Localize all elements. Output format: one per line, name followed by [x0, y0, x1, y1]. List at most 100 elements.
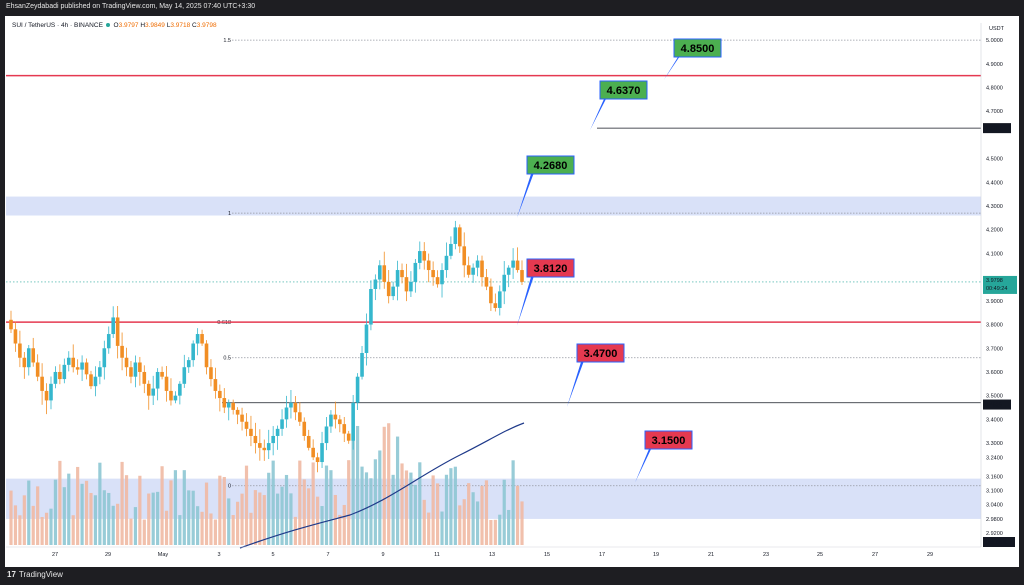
volume-bar — [18, 515, 22, 545]
volume-bar — [342, 504, 346, 545]
candle-body — [26, 348, 31, 368]
candle-body — [75, 367, 80, 370]
candle-body — [98, 367, 102, 377]
price-marker-badge — [983, 123, 1011, 134]
volume-bar — [276, 493, 280, 545]
high-label: H — [140, 22, 146, 29]
candle-body — [355, 376, 360, 403]
candle-body — [271, 435, 275, 444]
volume-bar — [151, 492, 155, 545]
candle-body — [311, 447, 315, 458]
target-tag-pointer — [517, 170, 535, 218]
candle-body — [93, 376, 98, 387]
volume-bar — [444, 474, 449, 545]
volume-bar — [355, 425, 360, 545]
candle-body — [435, 277, 440, 285]
volume-bar — [36, 486, 40, 545]
footer-brand: TradingView — [18, 570, 63, 579]
candle-body — [138, 362, 142, 372]
volume-bar — [511, 460, 515, 545]
volume-bar — [204, 482, 209, 545]
candle-body — [160, 371, 164, 377]
candle-body — [289, 402, 293, 408]
volume-bar — [84, 480, 89, 545]
volume-bar — [231, 515, 235, 545]
candle-body — [253, 435, 258, 444]
candle-body — [302, 421, 307, 436]
volume-bar — [58, 460, 62, 545]
volume-bar — [435, 483, 440, 545]
candle-body — [511, 260, 515, 268]
candle-body — [418, 251, 422, 263]
time-tick-label: 15 — [544, 552, 550, 558]
candle-body — [226, 402, 231, 408]
volume-bar — [333, 494, 337, 545]
volume-bar — [258, 492, 262, 545]
time-tick-label: 19 — [653, 552, 659, 558]
volume-bar — [244, 465, 249, 545]
candle-body — [471, 267, 475, 275]
volume-bar — [111, 505, 115, 545]
volume-bar — [160, 466, 164, 545]
time-tick-label: May — [158, 552, 169, 558]
candle-body — [449, 243, 453, 256]
candle-body — [400, 270, 404, 278]
volume-bar — [187, 490, 191, 545]
candle-body — [409, 281, 413, 292]
candle-body — [378, 265, 382, 280]
candle-body — [480, 260, 484, 278]
volume-bar — [271, 460, 275, 545]
volume-bar — [373, 459, 377, 545]
volume-bar — [351, 435, 355, 545]
tradingview-logo-icon: 17 — [7, 570, 16, 579]
volume-bar — [498, 514, 502, 545]
target-tag-pointer — [590, 95, 608, 131]
candle-body — [111, 317, 115, 335]
volume-bar — [484, 480, 489, 545]
time-tick-label: 5 — [271, 552, 274, 558]
high-value: 3.9849 — [145, 22, 165, 29]
candle-body — [342, 424, 347, 434]
countdown-value: 00:49:24 — [986, 286, 1007, 292]
volume-bar — [98, 462, 102, 545]
volume-bar — [147, 493, 151, 545]
time-tick-label: 7 — [326, 552, 329, 558]
candle-body — [275, 428, 280, 436]
candle-body — [129, 367, 133, 377]
candle-body — [115, 317, 120, 346]
target-tag-pointer — [635, 445, 653, 483]
price-tick-label: 3.7000 — [986, 346, 1003, 352]
candle-body — [142, 371, 147, 384]
candle-body — [453, 227, 458, 244]
target-tag-3: 3.8120 — [517, 258, 575, 326]
candle-body — [369, 289, 373, 325]
price-tick-label: 4.9000 — [986, 62, 1003, 68]
volume-bar — [307, 488, 311, 545]
volume-bar — [213, 519, 217, 545]
volume-bar — [449, 468, 453, 545]
candle-body — [360, 353, 364, 377]
price-marker-2-value: 3.4625 — [985, 403, 1002, 409]
volume-bar — [196, 506, 200, 545]
candle-body — [151, 388, 155, 396]
candle-body — [80, 362, 84, 370]
candle-body — [195, 334, 200, 344]
candle-body — [364, 324, 369, 353]
candle-body — [333, 414, 338, 420]
candle-body — [209, 367, 213, 380]
symbol-name: SUI / TetherUS · 4h · BINANCE — [12, 22, 103, 29]
candle-body — [102, 348, 107, 368]
candle-body — [53, 371, 58, 384]
volume-bar — [418, 462, 422, 545]
time-tick-label: 3 — [217, 552, 220, 558]
candle-body — [280, 419, 284, 429]
price-tick-label: 3.2400 — [986, 455, 1003, 461]
candle-body — [191, 343, 195, 361]
volume-bar — [80, 483, 84, 545]
candle-body — [235, 409, 240, 415]
candle-body — [422, 251, 427, 261]
volume-bar — [467, 483, 471, 545]
price-marker-2-badge — [983, 399, 1011, 410]
target-tag-label: 4.2680 — [534, 160, 568, 172]
